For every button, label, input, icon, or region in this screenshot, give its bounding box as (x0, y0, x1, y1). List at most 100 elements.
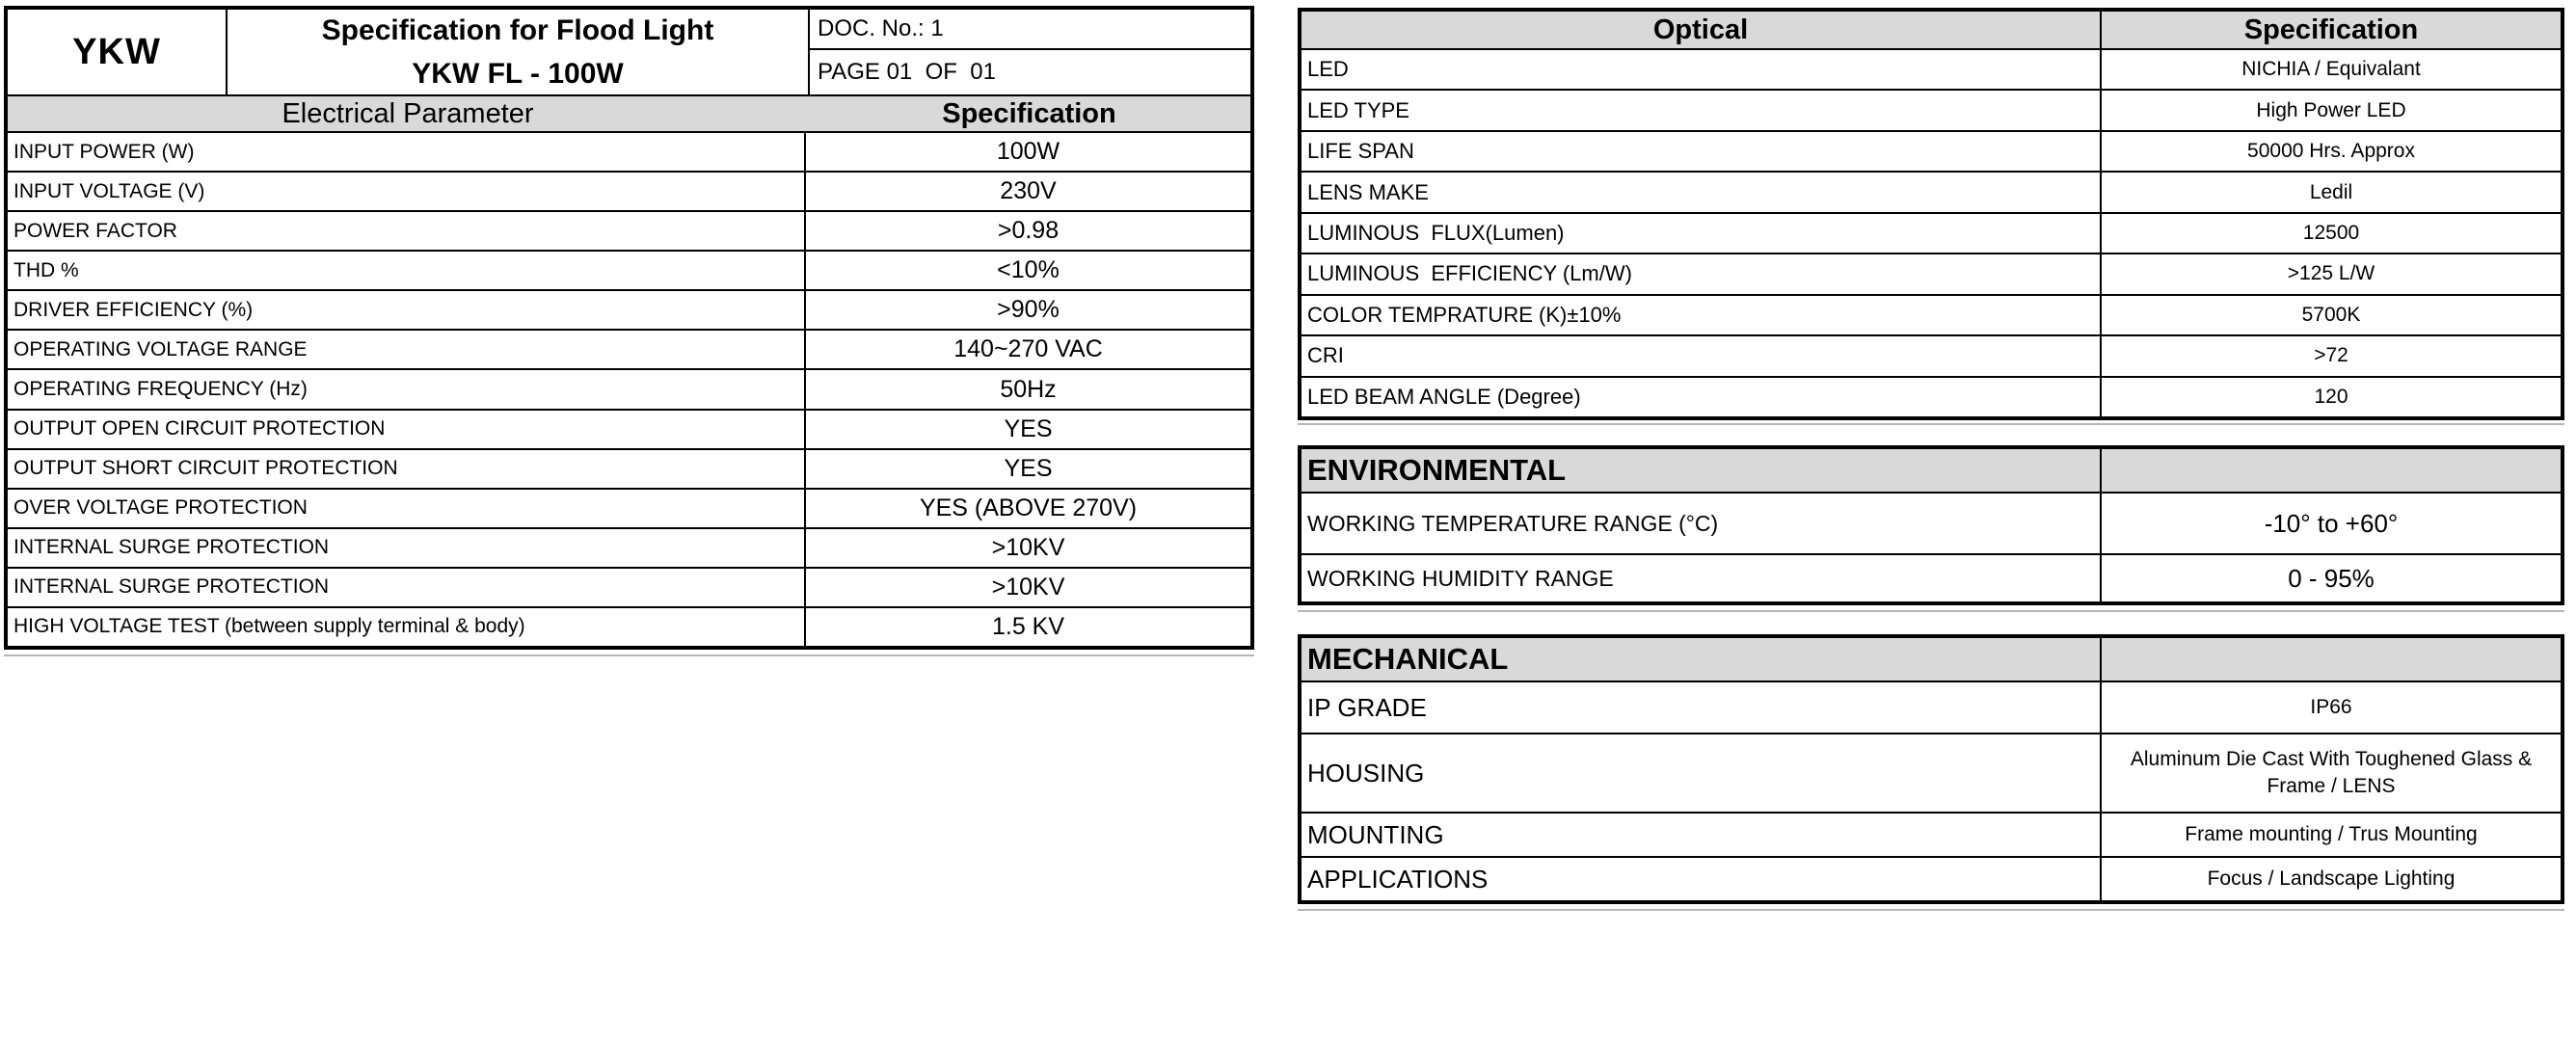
electrical-param-header: Electrical Parameter (282, 97, 534, 129)
table-row: DRIVER EFFICIENCY (%) >90% (8, 291, 1250, 332)
row-value: NICHIA / Equivalant (2241, 58, 2421, 81)
row-value: 50000 Hrs. Approx (2247, 140, 2415, 163)
row-label: WORKING HUMIDITY RANGE (1301, 555, 2102, 601)
row-label: COLOR TEMPRATURE (K)±10% (1301, 295, 2102, 335)
row-value: 120 (2314, 385, 2348, 408)
row-value: >125 L/W (2287, 262, 2375, 285)
row-value: 5700K (2301, 303, 2361, 326)
mechanical-section-header: MECHANICAL (1301, 638, 2561, 682)
row-value: IP66 (2310, 696, 2352, 718)
table-row: POWER FACTOR >0.98 (8, 212, 1250, 253)
table-shadow-line (1298, 610, 2564, 612)
row-value: Aluminum Die Cast With Toughened Glass &… (2130, 747, 2533, 797)
row-label: CRI (1301, 336, 2102, 376)
table-row: WORKING TEMPERATURE RANGE (°C) -10° to +6… (1301, 494, 2561, 555)
document-header: YKW Specification for Flood Light YKW FL… (8, 10, 1250, 96)
row-label: LED TYPE (1301, 91, 2102, 130)
row-value: 12500 (2302, 221, 2360, 244)
row-label: HIGH VOLTAGE TEST (between supply termin… (8, 607, 806, 647)
row-value: 140~270 VAC (953, 335, 1103, 363)
row-value: 100W (996, 138, 1060, 166)
mechanical-title: MECHANICAL (1301, 638, 2102, 681)
row-value: <10% (997, 256, 1060, 284)
document-meta-cell: DOC. No.: 1 PAGE 01 OF 01 (810, 10, 1250, 94)
environmental-section-header: ENVIRONMENTAL (1301, 449, 2561, 494)
row-value: YES (ABOVE 270V) (919, 494, 1138, 521)
row-label: IP GRADE (1301, 682, 2102, 733)
electrical-table-header: Electrical Parameter Specification (8, 96, 1250, 133)
table-row: OUTPUT SHORT CIRCUIT PROTECTION YES (8, 449, 1250, 490)
row-label: INTERNAL SURGE PROTECTION (8, 528, 806, 567)
row-value: >10KV (991, 573, 1065, 601)
row-value: YES (1004, 414, 1053, 442)
table-row: COLOR TEMPRATURE (K)±10% 5700K (1301, 295, 2561, 337)
row-label: MOUNTING (1301, 814, 2102, 856)
table-row: INPUT VOLTAGE (V) 230V (8, 173, 1250, 213)
row-label: HOUSING (1301, 734, 2102, 812)
row-label: LENS MAKE (1301, 173, 2102, 212)
row-label: LUMINOUS EFFICIENCY (Lm/W) (1301, 254, 2102, 294)
table-row: CRI >72 (1301, 336, 2561, 378)
page-number: PAGE 01 OF 01 (818, 59, 996, 85)
brand-text: YKW (72, 31, 161, 72)
row-label: LUMINOUS FLUX(Lumen) (1301, 213, 2102, 254)
row-value: -10° to +60° (2264, 508, 2399, 538)
table-row: INPUT POWER (W) 100W (8, 133, 1250, 174)
table-shadow-line (1298, 423, 2564, 425)
table-row: LED NICHIA / Equivalant (1301, 50, 2561, 92)
table-row: LUMINOUS FLUX(Lumen) 12500 (1301, 213, 2561, 255)
row-value: Frame mounting / Trus Mounting (2185, 823, 2478, 845)
table-row: LIFE SPAN 50000 Hrs. Approx (1301, 131, 2561, 174)
row-label: WORKING TEMPERATURE RANGE (°C) (1301, 494, 2102, 553)
row-value: 230V (1000, 177, 1057, 205)
row-value: Ledil (2309, 180, 2353, 203)
table-row: IP GRADE IP66 (1301, 682, 2561, 734)
environmental-header-spacer (2102, 449, 2561, 492)
table-row: HOUSING Aluminum Die Cast With Toughened … (1301, 734, 2561, 814)
table-row: OPERATING FREQUENCY (Hz) 50Hz (8, 370, 1250, 411)
optical-table-header: Optical Specification (1301, 12, 2561, 50)
table-row: WORKING HUMIDITY RANGE 0 - 95% (1301, 555, 2561, 601)
table-shadow-line (1298, 909, 2564, 911)
row-label: POWER FACTOR (8, 212, 806, 251)
row-label: INTERNAL SURGE PROTECTION (8, 568, 806, 606)
brand-cell: YKW (8, 10, 228, 94)
table-row: LED TYPE High Power LED (1301, 91, 2561, 132)
row-value: >90% (997, 296, 1060, 324)
row-label: LED BEAM ANGLE (Degree) (1301, 377, 2102, 416)
row-label: DRIVER EFFICIENCY (%) (8, 291, 806, 330)
row-value: 50Hz (1000, 375, 1057, 403)
row-label: INPUT POWER (W) (8, 133, 806, 172)
row-value: >10KV (991, 533, 1065, 561)
document-title-line1: Specification for Flood Light (321, 14, 714, 46)
electrical-rows: INPUT POWER (W) 100W INPUT VOLTAGE (V) 230… (8, 133, 1250, 647)
table-row: INTERNAL SURGE PROTECTION >10KV (8, 568, 1250, 608)
row-value: >0.98 (997, 217, 1060, 245)
table-row: HIGH VOLTAGE TEST (between supply termin… (8, 607, 1250, 647)
table-row: OVER VOLTAGE PROTECTION YES (ABOVE 270V) (8, 489, 1250, 529)
table-shadow-line (4, 654, 1254, 656)
table-row: LENS MAKE Ledil (1301, 173, 2561, 214)
row-label: OPERATING VOLTAGE RANGE (8, 331, 806, 369)
row-value: Focus / Landscape Lighting (2207, 868, 2455, 890)
document-title-line2: YKW FL - 100W (412, 58, 624, 90)
row-value: High Power LED (2256, 98, 2406, 121)
mechanical-table: MECHANICAL IP GRADE IP66 HOUSING Aluminum … (1298, 634, 2564, 904)
table-row: OPERATING VOLTAGE RANGE 140~270 VAC (8, 331, 1250, 371)
row-value: 0 - 95% (2288, 563, 2375, 593)
table-row: LUMINOUS EFFICIENCY (Lm/W) >125 L/W (1301, 254, 2561, 296)
table-row: OUTPUT OPEN CIRCUIT PROTECTION YES (8, 410, 1250, 450)
environmental-table: ENVIRONMENTAL WORKING TEMPERATURE RANGE … (1298, 445, 2564, 605)
table-row: APPLICATIONS Focus / Landscape Lighting (1301, 858, 2561, 900)
row-label: LIFE SPAN (1301, 131, 2102, 172)
electrical-spec-header: Specification (942, 97, 1116, 129)
mechanical-header-spacer (2102, 638, 2561, 681)
document-title-cell: Specification for Flood Light YKW FL - 1… (228, 10, 810, 94)
row-label: INPUT VOLTAGE (V) (8, 173, 806, 211)
row-label: OUTPUT SHORT CIRCUIT PROTECTION (8, 449, 806, 488)
table-row: INTERNAL SURGE PROTECTION >10KV (8, 528, 1250, 569)
doc-number: DOC. No.: 1 (810, 10, 1250, 50)
optical-rows: LED NICHIA / Equivalant LED TYPE High Powe… (1301, 50, 2561, 416)
row-label: OPERATING FREQUENCY (Hz) (8, 370, 806, 409)
row-label: LED (1301, 50, 2102, 90)
